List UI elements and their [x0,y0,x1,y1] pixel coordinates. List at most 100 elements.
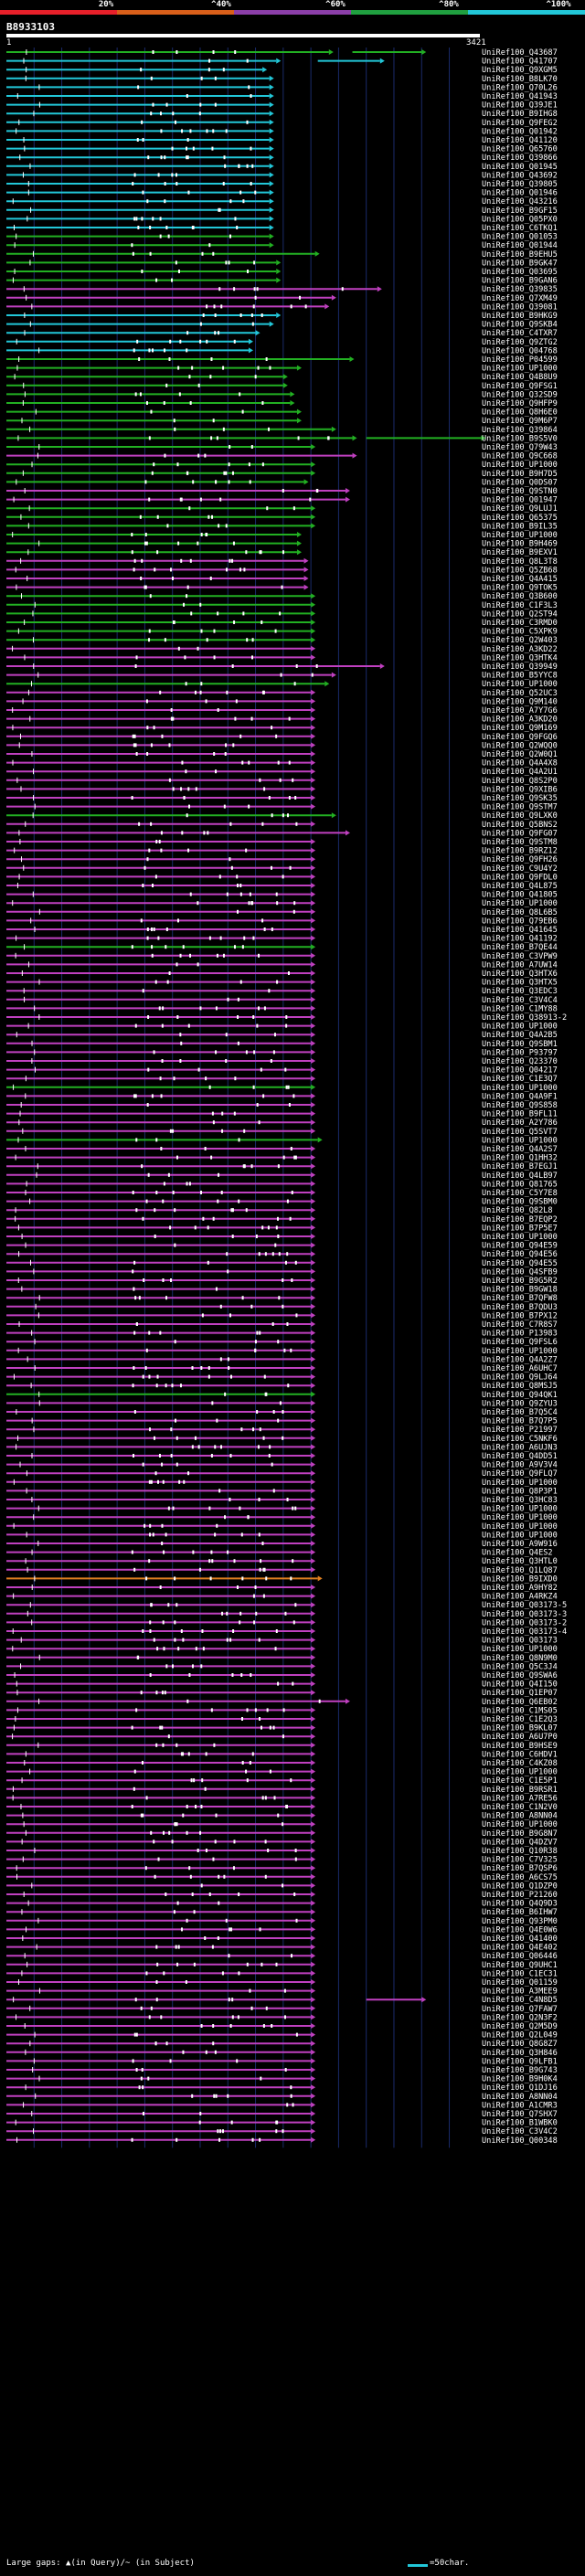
hit-label[interactable]: UniRef100_Q1DZP0 [482,1882,558,1891]
hit-row[interactable]: UniRef100_Q01053 [6,233,558,242]
hit-row[interactable]: UniRef100_Q5BNS2 [6,821,558,830]
hit-row[interactable]: UniRef100_Q39JE1 [6,101,558,111]
hit-row[interactable]: UniRef100_Q4SFB9 [6,1267,558,1277]
hit-row[interactable]: UniRef100_Q41805 [6,891,558,900]
hit-row[interactable]: UniRef100_Q41943 [6,92,558,101]
hit-label[interactable]: UniRef100_Q03173-2 [482,1618,567,1627]
hit-label[interactable]: UniRef100_Q8MSJ5 [482,1382,558,1391]
hit-row[interactable]: UniRef100_Q8L3T8 [6,557,558,567]
hit-label[interactable]: UniRef100_Q39835 [482,285,558,294]
hit-row[interactable]: UniRef100_B7EGJ1 [6,1162,558,1171]
hit-row[interactable]: UniRef100_Q9FSG1 [6,382,558,391]
hit-label[interactable]: UniRef100_Q7SHX7 [482,2110,558,2119]
hit-row[interactable]: UniRef100_Q2ST94 [6,610,558,619]
hit-label[interactable]: UniRef100_A8NN04 [482,1812,558,1821]
hit-label[interactable]: UniRef100_Q39805 [482,180,558,189]
hit-row[interactable]: UniRef100_Q39866 [6,154,558,163]
hit-row[interactable]: UniRef100_Q4A9F1 [6,1092,558,1101]
hit-label[interactable]: UniRef100_Q5BNS2 [482,821,558,830]
hit-label[interactable]: UniRef100_Q03173-5 [482,1601,567,1610]
hit-row[interactable]: UniRef100_Q8S2P0 [6,777,558,786]
hit-label[interactable]: UniRef100_B9EHU5 [482,250,558,260]
hit-row[interactable]: UniRef100_B9IXD0 [6,1574,558,1584]
hit-row[interactable]: UniRef100_B9G5R2 [6,1277,558,1286]
hit-label[interactable]: UniRef100_Q94QK1 [482,1391,558,1400]
hit-label[interactable]: UniRef100_B9G743 [482,2066,558,2075]
hit-row[interactable]: UniRef100_P04599 [6,355,558,365]
hit-row[interactable]: UniRef100_C9U4Y2 [6,864,558,874]
hit-row[interactable]: UniRef100_P21997 [6,1426,558,1435]
hit-row[interactable]: UniRef100_Q5C3J4 [6,1662,558,1671]
hit-row[interactable]: UniRef100_A7RE56 [6,1794,558,1803]
hit-label[interactable]: UniRef100_B7PX12 [482,1311,558,1320]
hit-row[interactable]: UniRef100_UP1000 [6,899,558,908]
hit-label[interactable]: UniRef100_Q52UC3 [482,689,558,698]
hit-row[interactable]: UniRef100_Q9M169 [6,724,558,733]
hit-label[interactable]: UniRef100_P93797 [482,1048,558,1057]
hit-row[interactable]: UniRef100_B9GK47 [6,259,558,268]
hit-row[interactable]: UniRef100_Q8L6B5 [6,908,558,917]
hit-row[interactable]: UniRef100_UP1000 [6,1023,558,1032]
hit-row[interactable]: UniRef100_Q06446 [6,1952,558,1961]
hit-row[interactable]: UniRef100_B7QFW8 [6,1294,558,1303]
hit-label[interactable]: UniRef100_Q01159 [482,1978,558,1988]
hit-label[interactable]: UniRef100_Q3EDC3 [482,987,558,996]
hit-label[interactable]: UniRef100_Q03173-4 [482,1627,567,1637]
hit-row[interactable]: UniRef100_Q9STN0 [6,487,558,496]
hit-row[interactable]: UniRef100_Q9LUJ1 [6,504,558,514]
hit-row[interactable]: UniRef100_Q9FH26 [6,855,558,864]
hit-label[interactable]: UniRef100_Q39JE1 [482,101,558,111]
hit-label[interactable]: UniRef100_Q01053 [482,233,558,242]
hit-row[interactable]: UniRef100_C5XPK9 [6,628,558,637]
hit-label[interactable]: UniRef100_Q9FDL0 [482,873,558,882]
hit-label[interactable]: UniRef100_Q70L26 [482,83,558,92]
hit-row[interactable]: UniRef100_Q9SBM0 [6,1198,558,1207]
hit-row[interactable]: UniRef100_B9G743 [6,2066,558,2075]
hit-row[interactable]: UniRef100_Q9S858 [6,1101,558,1110]
hit-label[interactable]: UniRef100_Q4DZV7 [482,1838,558,1847]
hit-label[interactable]: UniRef100_UP1000 [482,1531,558,1540]
hit-label[interactable]: UniRef100_Q9LJ64 [482,1373,558,1383]
hit-label[interactable]: UniRef100_Q41192 [482,935,558,944]
hit-row[interactable]: UniRef100_A3KD22 [6,645,558,654]
hit-row[interactable]: UniRef100_B9G8N7 [6,1829,558,1839]
hit-row[interactable]: UniRef100_Q4I150 [6,1680,558,1690]
hit-label[interactable]: UniRef100_Q9SBM1 [482,1040,558,1049]
hit-label[interactable]: UniRef100_A6UJN3 [482,1443,558,1452]
hit-row[interactable]: UniRef100_A6UJN3 [6,1443,558,1452]
hit-row[interactable]: UniRef100_Q3HC83 [6,1496,558,1505]
hit-row[interactable]: UniRef100_C1E3Q7 [6,1075,558,1084]
hit-row[interactable]: UniRef100_Q04768 [6,346,558,355]
hit-row[interactable]: UniRef100_Q38913-2 [6,1013,567,1023]
hit-row[interactable]: UniRef100_C1N2V0 [6,1803,558,1812]
hit-row[interactable]: UniRef100_Q65760 [6,145,558,154]
hit-row[interactable]: UniRef100_C3RMD0 [6,619,558,628]
hit-label[interactable]: UniRef100_Q43687 [482,48,558,58]
hit-label[interactable]: UniRef100_A4RKZ4 [482,1593,558,1602]
hit-row[interactable]: UniRef100_Q4DZV7 [6,1838,558,1847]
hit-label[interactable]: UniRef100_Q94E59 [482,1242,558,1251]
hit-row[interactable]: UniRef100_B9HKG9 [6,312,558,321]
hit-row[interactable]: UniRef100_Q32SD9 [6,390,558,399]
hit-row[interactable]: UniRef100_C1MY88 [6,1004,558,1013]
hit-label[interactable]: UniRef100_C7R8S7 [482,1320,558,1330]
hit-row[interactable]: UniRef100_A6U7P0 [6,1733,558,1742]
hit-label[interactable]: UniRef100_Q04217 [482,1066,558,1076]
hit-row[interactable]: UniRef100_Q43687 [6,48,558,58]
hit-label[interactable]: UniRef100_Q4A4X8 [482,759,558,769]
hit-label[interactable]: UniRef100_B6IHW7 [482,1908,558,1917]
hit-label[interactable]: UniRef100_Q9FH26 [482,855,558,864]
hit-label[interactable]: UniRef100_P13983 [482,1330,558,1339]
hit-row[interactable]: UniRef100_Q9LFB1 [6,2057,558,2066]
hit-label[interactable]: UniRef100_Q4A2Z7 [482,1355,558,1364]
hit-row[interactable]: UniRef100_Q9STM7 [6,803,558,812]
hit-label[interactable]: UniRef100_A1CMR3 [482,2101,558,2110]
hit-row[interactable]: UniRef100_Q41192 [6,935,558,944]
hit-row[interactable]: UniRef100_C3V4C2 [6,2127,558,2136]
hit-label[interactable]: UniRef100_Q8H6E0 [482,408,558,418]
hit-label[interactable]: UniRef100_Q9ZTG2 [482,338,558,347]
hit-label[interactable]: UniRef100_Q82L8 [482,1206,553,1215]
hit-label[interactable]: UniRef100_Q43692 [482,171,558,180]
hit-row[interactable]: UniRef100_Q03173-3 [6,1610,567,1619]
hit-row[interactable]: UniRef100_C6TKQ1 [6,224,558,233]
